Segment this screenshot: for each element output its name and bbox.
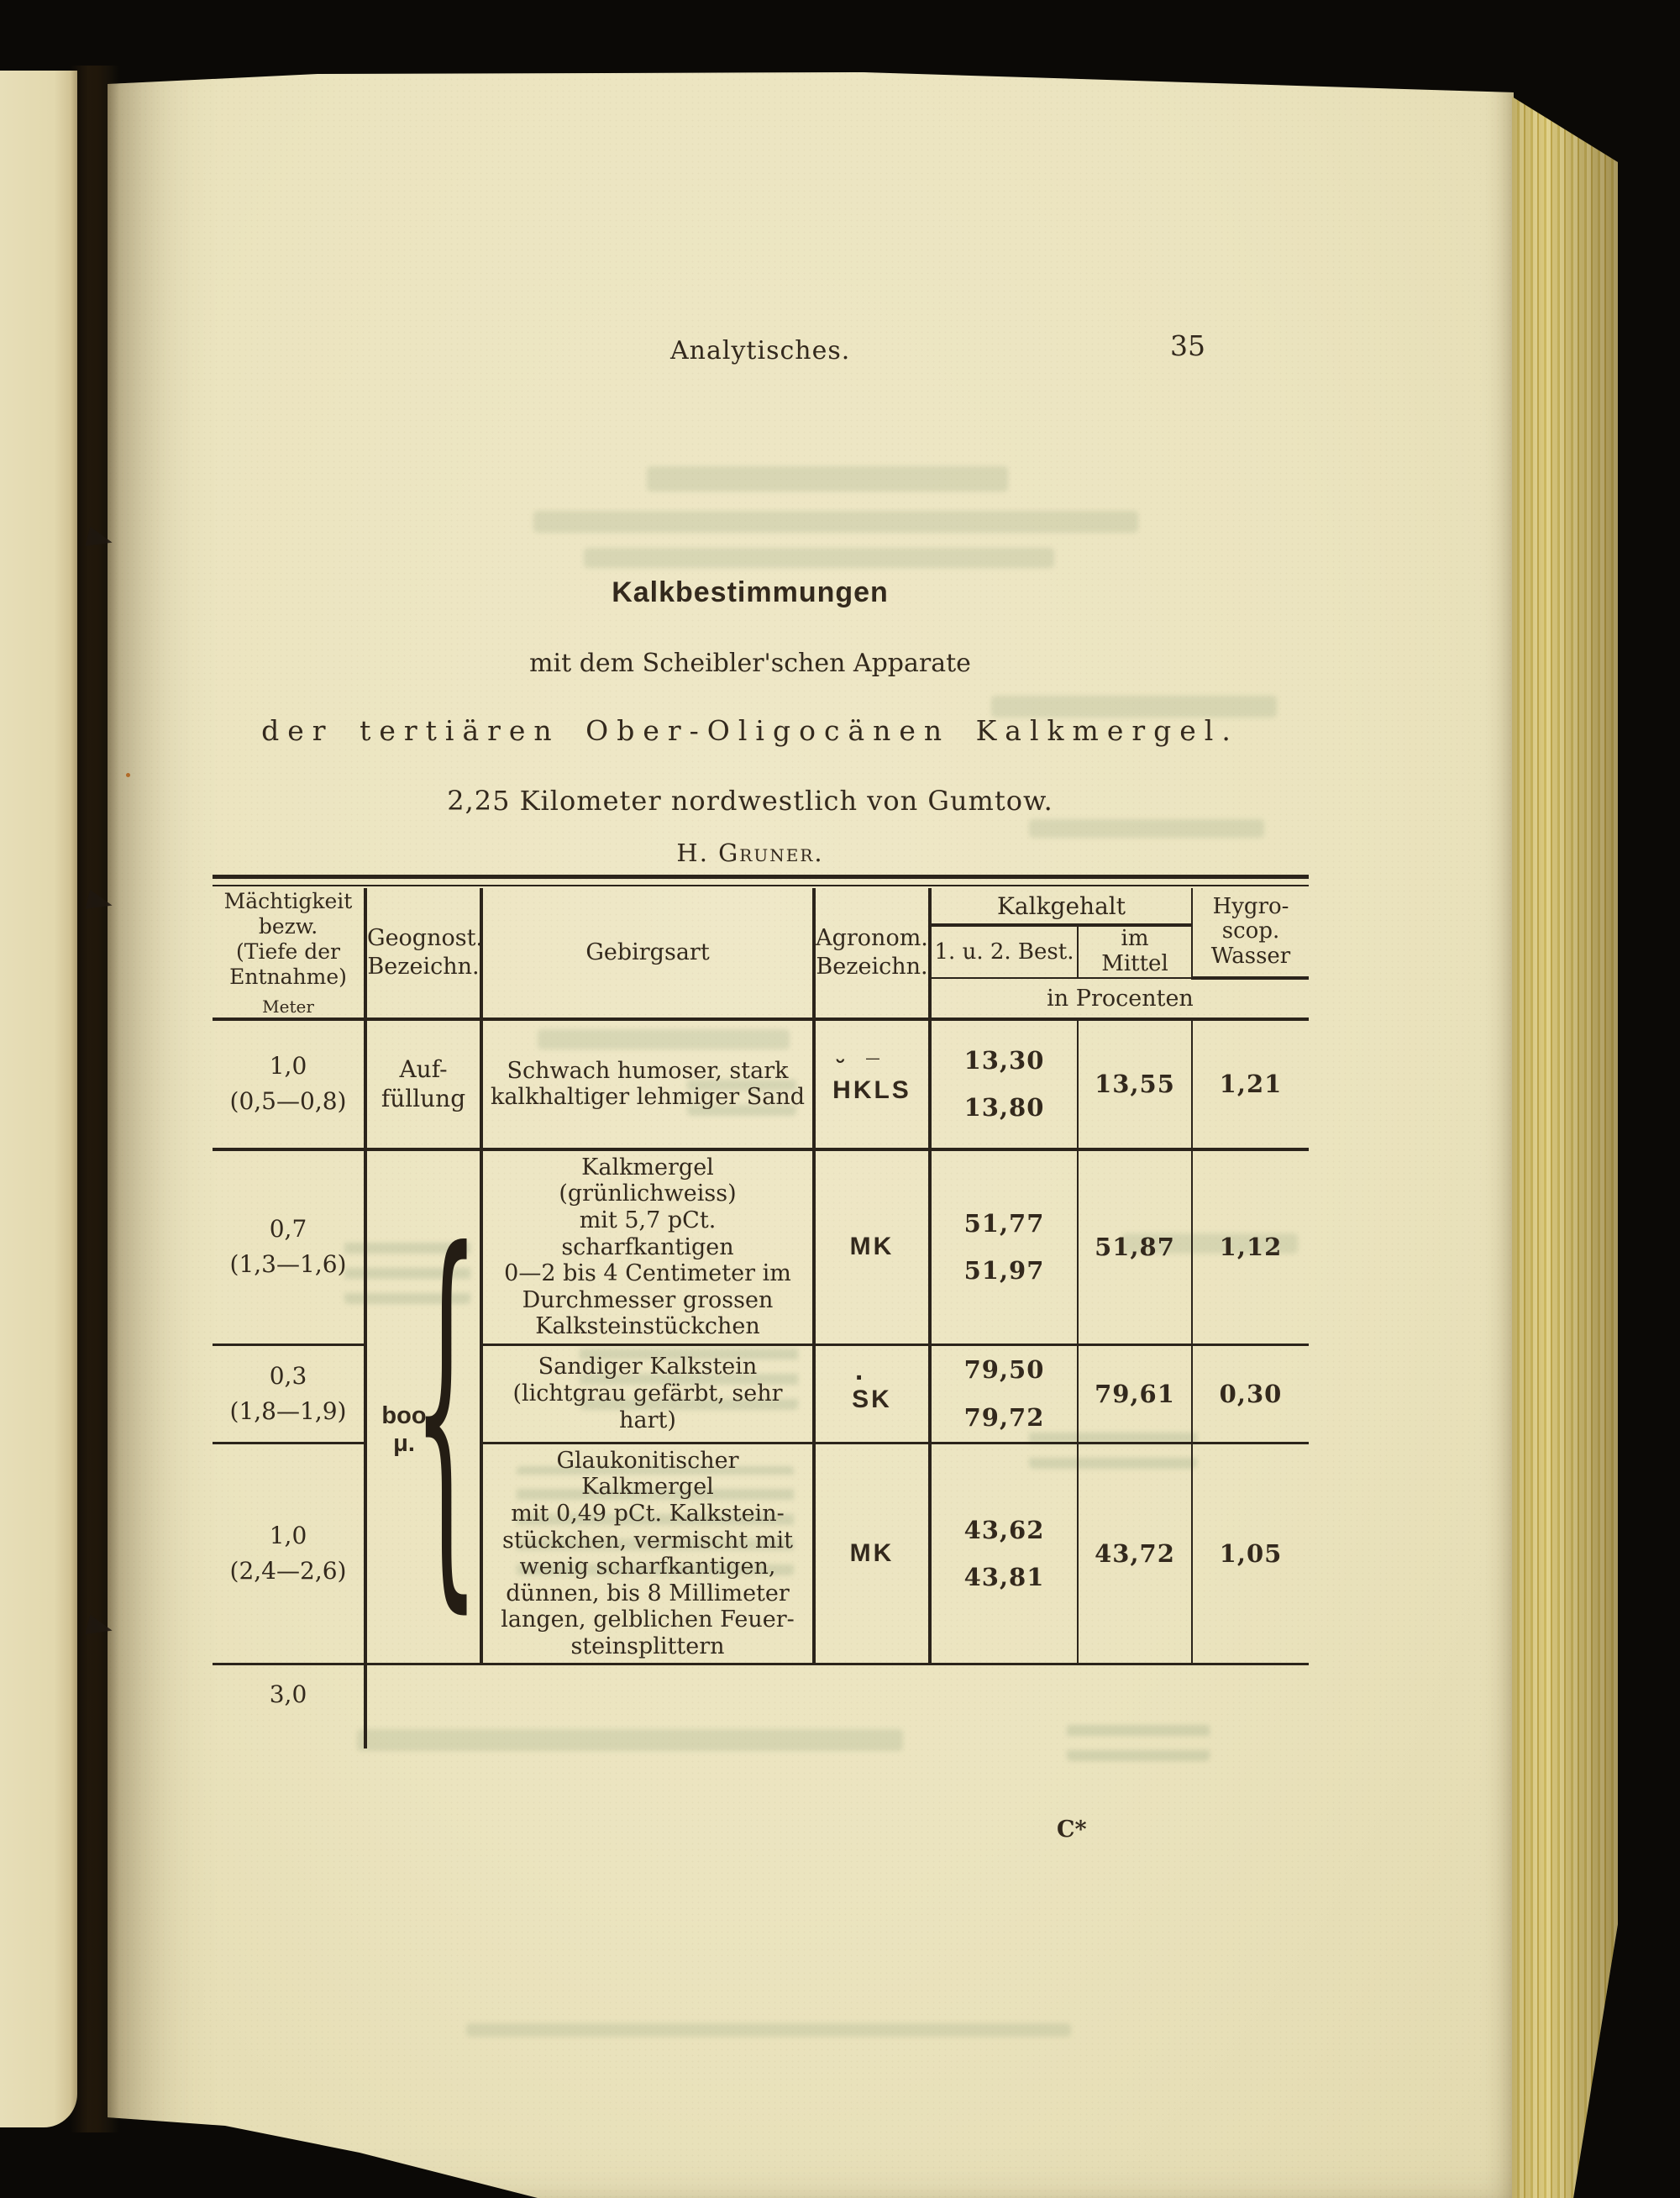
bleed-through-smudge [466,2023,1071,2037]
document-series-line: der tertiären Ober-Oligocänen Kalkmergel… [261,714,1239,747]
cell-mittel: 79,61 [1077,1344,1192,1444]
cell-mittel: 51,87 [1077,1149,1192,1346]
cell-depth: 3,0 [269,1680,307,1709]
cell-best: 51,77 51,97 [928,1149,1078,1346]
cell-best: 13,30 13,80 [928,1018,1078,1151]
table-row: 1,0 (0,5—0,8) Auf- füllung Schwach humos… [213,1018,1309,1151]
table-row: 3,0 [213,1664,1309,1748]
cell-agronom: MK [812,1443,930,1666]
table-row: 0,3 (1,8—1,9) Sandiger Kalkstein (lichtg… [213,1344,1309,1444]
paper-fleck [126,773,130,777]
bleed-through-smudge [1029,819,1264,838]
agronom-diacritic-marks: · [854,1361,873,1394]
cell-empty [364,1664,481,1748]
column-header-im-mittel: im Mittel [1077,925,1192,978]
column-header-thickness-unit: Meter [262,996,314,1017]
cell-depth: 0,3 (1,8—1,9) [213,1344,365,1444]
cell-best: 43,62 43,81 [928,1443,1078,1666]
bleed-through-smudge [584,548,1054,568]
cell-gebirgsart: Kalkmergel (grünlichweiss) mit 5,7 pCt. … [480,1149,814,1346]
cell-depth: 0,7 (1,3—1,6) [213,1149,365,1346]
column-header-gebirgsart: Gebirgsart [480,888,814,1021]
page-edge-stack [1512,97,1618,2198]
cell-geognost: Auf- füllung [364,1018,481,1151]
cell-hygro: 1,05 [1191,1443,1309,1666]
cell-hygro: 1,21 [1191,1018,1309,1151]
cell-gebirgsart: Schwach humoser, stark kalkhaltiger lehm… [480,1018,814,1151]
cell-best: 79,50 79,72 [928,1344,1078,1444]
cell-gebirgsart: Sandiger Kalkstein (lichtgrau gefärbt, s… [480,1344,814,1444]
cell-mittel: 43,72 [1077,1443,1192,1666]
bleed-through-smudge [647,466,1008,492]
page-number: 35 [1170,329,1205,362]
column-header-bestimmungen: 1. u. 2. Best. [928,925,1078,978]
document-subtitle: mit dem Scheibler'schen Apparate [529,649,971,678]
cell-depth: 1,0 (2,4—2,6) [213,1443,365,1666]
location-line: 2,25 Kilometer nordwestlich von Gumtow. [447,785,1053,817]
running-header: Analytisches. [670,336,851,365]
table-row: 1,0 (2,4—2,6) Glaukonitischer Kalkmergel… [213,1443,1309,1666]
kalkbestimmungen-table: Mächtigkeit bezw. (Tiefe der Entnahme) M… [213,888,1309,1748]
units-band-in-procenten: in Procenten [928,976,1309,1021]
cell-mittel: 13,55 [1077,1018,1192,1151]
signature-mark: C* [1057,1817,1087,1843]
previous-page-edge [0,71,77,2127]
table-top-rule-thin [213,885,1309,886]
cell-agronom: · SK [812,1344,930,1444]
author-name: H. Gruner. [676,839,824,867]
column-header-hygroscop-wasser: Hygro- scop. Wasser [1191,888,1309,980]
cell-hygro: 0,30 [1191,1344,1309,1444]
cell-agronom: MK [812,1149,930,1346]
cell-gebirgsart: Glaukonitischer Kalkmergel mit 0,49 pCt.… [480,1443,814,1666]
bleed-through-smudge [991,696,1277,718]
cell-depth: 1,0 (0,5—0,8) [213,1018,365,1151]
table-row: 0,7 (1,3—1,6) boo μ. { Kalkmergel (grünl… [213,1149,1309,1666]
column-header-agronom: Agronom. Bezeichn. [812,888,930,1021]
bleed-through-smudge [533,511,1138,533]
cell-agronom: ˘ ¯ HKLS [812,1018,930,1151]
cell-geognost-brace: boo μ. { [364,1149,481,1666]
brace-label: boo μ. [381,1401,427,1457]
grouping-brace: { [412,1174,480,1648]
column-group-kalkgehalt: Kalkgehalt [928,888,1192,927]
column-header-thickness: Mächtigkeit bezw. (Tiefe der Entnahme) M… [213,888,365,1021]
cell-hygro: 1,12 [1191,1149,1309,1346]
table-top-rule-thick [213,875,1309,879]
analysis-table: Mächtigkeit bezw. (Tiefe der Entnahme) M… [213,875,1309,1748]
agronom-diacritic-marks: ˘ ¯ [837,1055,887,1082]
binding-gutter-shadow [71,66,119,2132]
bleed-through-smudge [1067,1724,1210,1761]
column-header-geognost: Geognost. Bezeichn. [364,888,481,1021]
document-title: Kalkbestimmungen [612,576,889,608]
